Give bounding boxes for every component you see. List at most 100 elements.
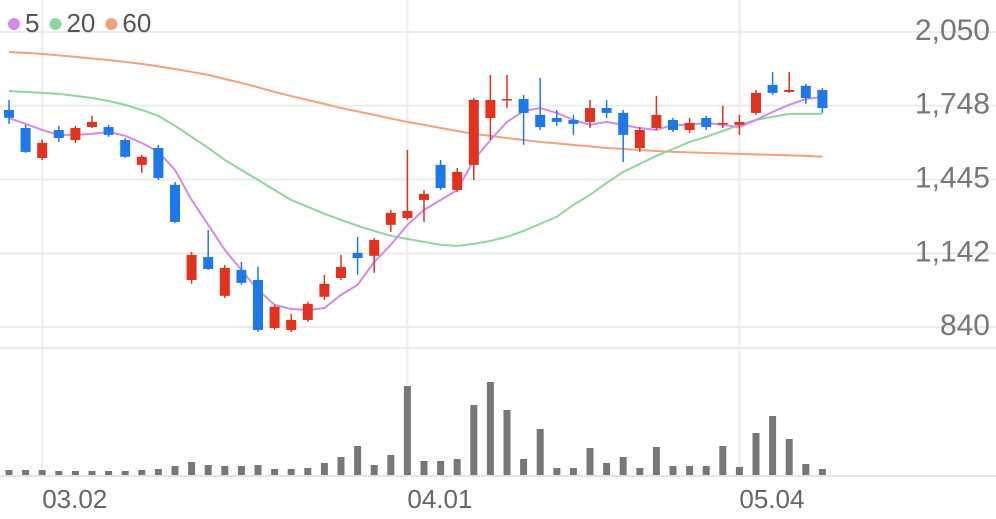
volume-bar	[603, 463, 611, 475]
legend-item: 20	[49, 8, 95, 38]
volume-bar	[370, 465, 378, 475]
x-tick-label: 03.02	[42, 484, 107, 514]
volume-bar	[171, 466, 179, 475]
volume-bar	[403, 386, 411, 475]
volume-bar	[769, 416, 777, 475]
candle-body	[651, 114, 662, 129]
volume-bar	[254, 465, 262, 475]
volume-bar	[553, 468, 561, 475]
candle-body	[535, 114, 546, 128]
candle-body	[634, 129, 645, 149]
candle-body	[618, 112, 629, 135]
candle-body	[37, 142, 48, 159]
candle-body	[20, 128, 31, 152]
volume-bar	[55, 471, 63, 475]
y-tick-label: 2,050	[915, 14, 990, 47]
volume-bar	[420, 461, 428, 475]
volume-bar	[503, 410, 511, 475]
candle-body	[452, 171, 463, 190]
candle-body	[170, 184, 180, 222]
candle-body	[734, 121, 745, 125]
volume-bar	[204, 465, 212, 475]
candle-body	[485, 99, 496, 119]
legend-label: 5	[25, 8, 39, 38]
volume-bar	[22, 470, 30, 475]
candle-body	[668, 119, 678, 130]
y-tick-label: 1,142	[915, 235, 990, 268]
candle-body	[352, 252, 363, 259]
volume-bar	[237, 466, 245, 475]
volume-bar	[38, 470, 46, 475]
volume-bar	[470, 405, 478, 475]
candle-body	[551, 118, 562, 122]
volume-bar	[320, 463, 328, 475]
legend-swatch	[105, 18, 118, 30]
volume-bar	[221, 466, 229, 475]
x-tick-label: 05.04	[739, 484, 804, 514]
legend-swatch	[49, 18, 62, 30]
volume-bar	[735, 467, 743, 475]
candle-body	[369, 239, 380, 256]
candle-body	[269, 306, 280, 329]
candle-body	[253, 279, 263, 330]
candle-body	[70, 128, 81, 140]
candle-body	[203, 257, 214, 269]
y-tick-label: 1,748	[915, 88, 990, 121]
y-tick-label: 840	[940, 309, 990, 342]
candle-body	[120, 139, 131, 157]
candle-body	[701, 118, 712, 128]
volume-bar	[437, 461, 445, 475]
candle-body	[186, 254, 197, 280]
volume-bar	[387, 455, 395, 475]
volume-bar	[453, 459, 461, 475]
candle-body	[419, 193, 429, 200]
volume-bar	[619, 457, 627, 475]
volume-bar	[121, 471, 129, 475]
candle-body	[568, 119, 579, 124]
y-tick-label: 1,445	[915, 161, 990, 194]
volume-bar	[818, 469, 826, 475]
candle-body	[767, 84, 778, 93]
candle-body	[319, 283, 330, 297]
volume-bar	[536, 429, 544, 475]
volume-bar	[702, 466, 710, 475]
candle-body	[286, 319, 297, 330]
candle-body	[103, 127, 114, 135]
candle-body	[219, 268, 230, 296]
x-tick-label: 04.01	[407, 484, 472, 514]
volume-bar	[304, 468, 312, 475]
candle-body	[800, 85, 811, 99]
volume-bar	[138, 470, 146, 475]
volume-bar	[354, 446, 362, 475]
candle-body	[601, 108, 612, 113]
volume-bar	[586, 448, 594, 475]
volume-bar	[719, 446, 727, 475]
volume-bar	[520, 459, 528, 475]
legend-label: 20	[66, 8, 95, 38]
candle-body	[817, 89, 828, 109]
volume-bar	[686, 466, 694, 475]
legend-item: 5	[8, 8, 39, 38]
candle-body	[502, 99, 512, 101]
ma-line	[8, 50, 823, 158]
candle-body	[336, 267, 346, 279]
candle-body	[236, 269, 247, 283]
volume-bar	[785, 439, 793, 475]
candle-body	[784, 89, 795, 92]
candle-body	[751, 92, 761, 113]
volume-bar	[88, 471, 96, 475]
volume-bar	[652, 447, 660, 475]
legend-label: 60	[122, 8, 151, 38]
candle-body	[302, 303, 313, 320]
candle-body	[684, 122, 695, 130]
candle-body	[136, 156, 147, 165]
legend-item: 60	[105, 8, 151, 38]
volume-bar	[337, 457, 345, 475]
ma-line	[8, 89, 823, 247]
candle-body	[717, 122, 728, 125]
volume-bar	[669, 466, 677, 475]
candle-body	[153, 148, 164, 179]
volume-bar	[569, 468, 577, 475]
ma-line	[8, 96, 823, 311]
